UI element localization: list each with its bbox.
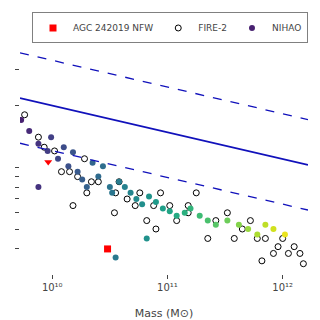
svg-text:10¹⁰: 10¹⁰ — [42, 282, 63, 293]
svg-text:10¹¹: 10¹¹ — [157, 282, 178, 293]
svg-text:Mass (M⊙): Mass (M⊙) — [135, 307, 193, 320]
svg-text:AGC 242019 NFW: AGC 242019 NFW — [73, 23, 153, 33]
svg-text:NIHAO: NIHAO — [272, 23, 301, 33]
svg-text:FIRE-2: FIRE-2 — [198, 23, 227, 33]
svg-text:10¹²: 10¹² — [272, 282, 293, 293]
